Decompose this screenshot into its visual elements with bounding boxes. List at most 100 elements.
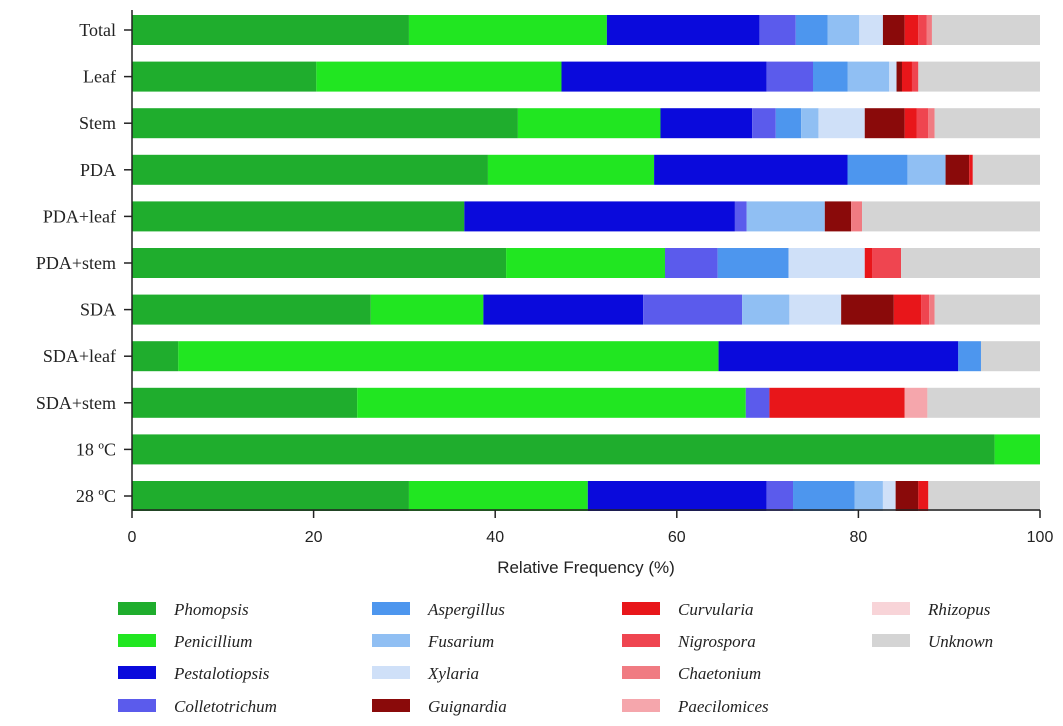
bar-segment-28-c-aspergillus <box>793 481 855 511</box>
bar-segment-stem-unknown <box>934 108 1040 139</box>
legend-label-aspergillus: Aspergillus <box>427 600 505 619</box>
bar-segment-stem-phomopsis <box>132 108 518 139</box>
legend-label-nigrospora: Nigrospora <box>677 632 756 651</box>
bar-segment-pda-leaf-chaetonium <box>851 201 863 232</box>
x-tick-label-40: 40 <box>486 529 504 546</box>
bar-segment-stem-pestalotiopsis <box>660 108 753 139</box>
bar-segment-sda-leaf-aspergillus <box>958 341 981 372</box>
x-tick-label-60: 60 <box>668 529 686 546</box>
bar-segment-total-phomopsis <box>132 15 409 45</box>
bar-segment-leaf-curvularia <box>901 61 912 92</box>
legend: Phomopsis Penicillium Pestalotiopsis Collet… <box>118 600 993 716</box>
bar-segment-sda-unknown <box>934 294 1040 325</box>
legend-swatch-pestalotiopsis <box>118 666 156 679</box>
bar-segment-sda-nigrospora <box>921 294 930 325</box>
bar-segment-pda-fusarium <box>907 154 946 185</box>
x-tick-label-80: 80 <box>850 529 868 546</box>
bar-segment-pda-leaf-fusarium <box>746 201 825 232</box>
bar-segment-sda-chaetonium <box>929 294 935 325</box>
legend-swatch-aspergillus <box>372 602 410 615</box>
legend-swatch-fusarium <box>372 634 410 647</box>
x-axis-title: Relative Frequency (%) <box>497 558 675 577</box>
bar-segment-28-c-curvularia <box>918 481 929 511</box>
bar-segment-total-xylaria <box>859 15 883 45</box>
legend-swatch-guignardia <box>372 699 410 712</box>
legend-label-unknown: Unknown <box>928 632 993 651</box>
bar-segment-leaf-aspergillus <box>813 61 848 92</box>
bar-segment-total-pestalotiopsis <box>606 15 760 45</box>
bar-segment-pda-pestalotiopsis <box>654 154 848 185</box>
bar-segment-pda-curvularia <box>969 154 973 185</box>
bar-segment-total-penicillium <box>408 15 607 45</box>
category-label-sda: SDA <box>80 300 116 320</box>
bar-segment-pda-penicillium <box>487 154 655 185</box>
x-tick-label-100: 100 <box>1027 529 1054 546</box>
bar-segment-pda-leaf-unknown <box>862 201 1040 232</box>
legend-label-guignardia: Guignardia <box>428 697 507 716</box>
bar-segment-sda-penicillium <box>370 294 484 325</box>
bar-segment-stem-colletotrichum <box>752 108 776 139</box>
bar-segment-pda-leaf-colletotrichum <box>734 201 747 232</box>
bars-layer <box>132 15 1040 511</box>
bar-segment-stem-xylaria <box>818 108 865 139</box>
legend-label-penicillium: Penicillium <box>173 632 252 651</box>
bar-segment-sda-stem-curvularia <box>769 387 905 418</box>
bar-segment-18-c-phomopsis <box>132 434 995 465</box>
legend-label-rhizopus: Rhizopus <box>927 600 991 619</box>
legend-label-fusarium: Fusarium <box>427 632 494 651</box>
legend-label-curvularia: Curvularia <box>678 600 754 619</box>
category-label-pda: PDA <box>80 160 116 180</box>
bar-segment-total-guignardia <box>882 15 905 45</box>
bar-segment-sda-phomopsis <box>132 294 371 325</box>
bar-segment-28-c-phomopsis <box>132 481 409 511</box>
bar-segment-sda-stem-paecilomices <box>904 387 928 418</box>
bar-segment-sda-stem-unknown <box>927 387 1040 418</box>
bar-segment-stem-guignardia <box>864 108 905 139</box>
bar-segment-total-colletotrichum <box>759 15 796 45</box>
bar-segment-sda-stem-colletotrichum <box>745 387 770 418</box>
bar-segment-pda-stem-phomopsis <box>132 248 507 278</box>
legend-swatch-paecilomices <box>622 699 660 712</box>
legend-label-paecilomices: Paecilomices <box>677 697 769 716</box>
legend-swatch-unknown <box>872 634 910 647</box>
bar-segment-sda-colletotrichum <box>643 294 743 325</box>
bar-segment-leaf-colletotrichum <box>766 61 813 92</box>
bar-segment-28-c-xylaria <box>882 481 896 511</box>
category-label-18-c: 18 ºC <box>76 439 116 459</box>
bar-segment-sda-xylaria <box>789 294 842 325</box>
bar-segment-28-c-guignardia <box>895 481 919 511</box>
bar-segment-leaf-phomopsis <box>132 61 317 92</box>
bar-segment-pda-leaf-pestalotiopsis <box>464 201 735 232</box>
bar-segment-pda-phomopsis <box>132 154 488 185</box>
bar-segment-sda-pestalotiopsis <box>483 294 644 325</box>
bar-segment-pda-aspergillus <box>847 154 908 185</box>
bar-segment-total-chaetonium <box>926 15 932 45</box>
bar-segment-sda-guignardia <box>841 294 894 325</box>
category-label-total: Total <box>79 20 116 40</box>
bar-segment-28-c-pestalotiopsis <box>587 481 767 511</box>
axes <box>131 10 1040 511</box>
bar-segment-sda-fusarium <box>742 294 790 325</box>
bar-segment-pda-stem-aspergillus <box>717 248 789 278</box>
bar-segment-sda-leaf-phomopsis <box>132 341 179 372</box>
category-label-sda-stem: SDA+stem <box>36 393 116 413</box>
bar-segment-leaf-fusarium <box>847 61 890 92</box>
bar-segment-sda-curvularia <box>893 294 922 325</box>
bar-segment-pda-leaf-guignardia <box>824 201 852 232</box>
legend-label-xylaria: Xylaria <box>427 664 479 683</box>
legend-label-phomopsis: Phomopsis <box>173 600 249 619</box>
bar-segment-28-c-colletotrichum <box>766 481 794 511</box>
bar-segment-28-c-fusarium <box>854 481 883 511</box>
bar-segment-total-fusarium <box>827 15 860 45</box>
bar-segment-pda-stem-nigrospora <box>872 248 902 278</box>
x-tick-label-0: 0 <box>128 529 137 546</box>
bar-segment-total-nigrospora <box>918 15 927 45</box>
bar-segment-leaf-pestalotiopsis <box>561 61 767 92</box>
bar-segment-sda-leaf-unknown <box>980 341 1040 372</box>
bar-segment-pda-guignardia <box>945 154 970 185</box>
legend-swatch-rhizopus <box>872 602 910 615</box>
bar-segment-sda-stem-penicillium <box>357 387 746 418</box>
legend-swatch-colletotrichum <box>118 699 156 712</box>
bar-segment-stem-chaetonium <box>928 108 935 139</box>
